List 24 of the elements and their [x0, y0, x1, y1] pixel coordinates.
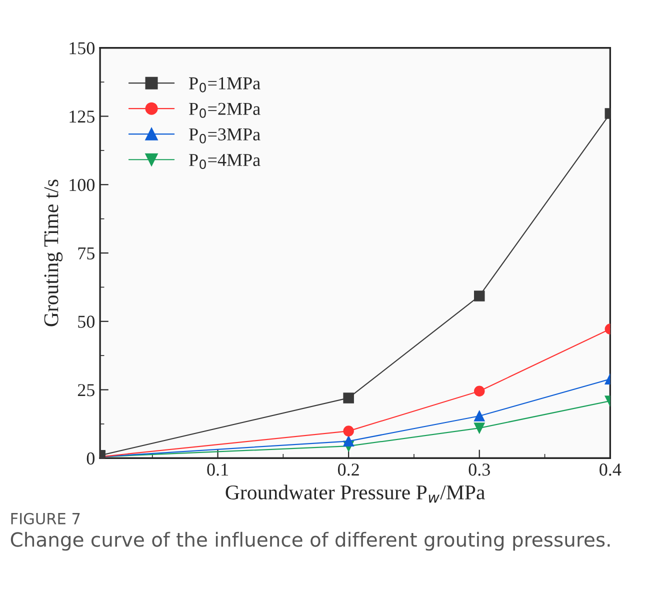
point — [474, 410, 485, 422]
point — [343, 426, 354, 436]
text: Change curve of the influence of different grouting pressures. — [10, 532, 610, 551]
legend-label: P$_{0}$=2MPa — [189, 102, 260, 118]
legend-label: P$_{0}$=4MPa — [189, 154, 260, 170]
caption: FIGURE 7 — [11, 512, 80, 524]
y-axis-title: Grouting Time t/s — [44, 180, 63, 326]
y-tick-label: 0 — [86, 452, 95, 465]
x-tick-label: 0.4 — [600, 464, 622, 476]
x-tick-label: 0.1 — [207, 464, 228, 476]
x-tick-label: 0.3 — [468, 464, 490, 476]
y-tick-label: 75 — [78, 247, 94, 260]
point — [474, 422, 485, 434]
point — [343, 436, 354, 447]
legend-label: P$_{0}$=1MPa — [189, 77, 260, 92]
y-tick-label: 125 — [70, 110, 94, 123]
x-axis-title: Groundwater Pressure P$_{w}$/MPa — [226, 484, 485, 503]
y-tick-label: 150 — [70, 42, 95, 54]
legend-label: P$_{0}$=3MPa — [189, 128, 260, 144]
y-tick-label: 100 — [70, 178, 95, 192]
x-tick-label: 0.2 — [338, 464, 359, 476]
point — [474, 386, 485, 397]
y-tick-label: 50 — [78, 316, 95, 328]
y-tick-label: 25 — [78, 384, 94, 396]
